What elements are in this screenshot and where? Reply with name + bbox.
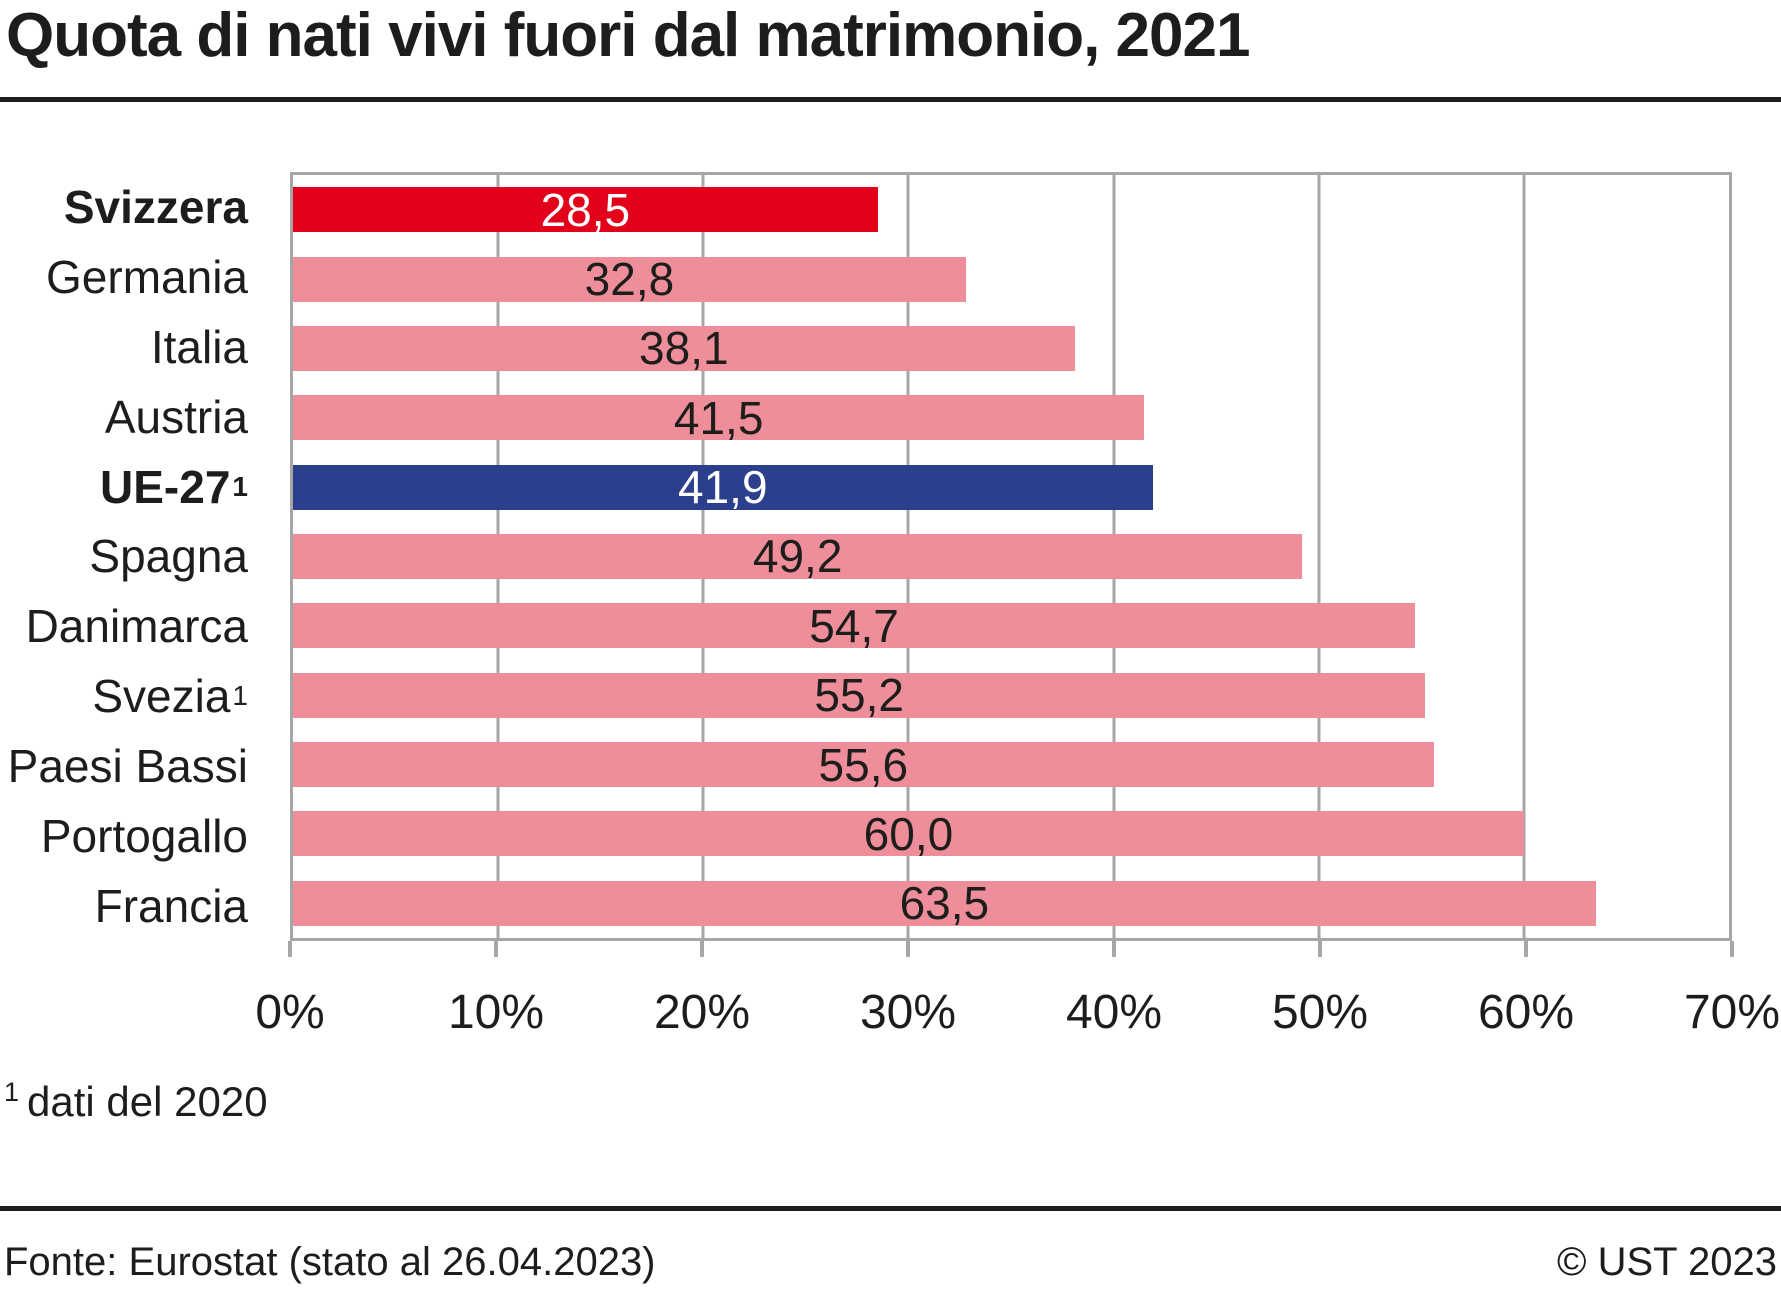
tick-label: 50% — [1271, 986, 1369, 1039]
bar-danimarca: 54,7 — [293, 600, 1416, 652]
bar-svizzera: 28,5 — [293, 184, 878, 236]
tick-mark — [1730, 941, 1734, 957]
bar-value-label: 38,1 — [639, 322, 729, 375]
footnote-text: dati del 2020 — [27, 1078, 268, 1125]
bar-austria: 41,5 — [293, 392, 1145, 444]
category-axis: Svizzera Germania Italia Austria UE-27 1 Spagn… — [0, 172, 248, 941]
category-label: Svezia 1 — [92, 670, 248, 723]
category-label: Germania — [46, 250, 248, 303]
title-divider — [0, 97, 1781, 102]
gridline — [1522, 175, 1526, 938]
bar-value-label: 41,5 — [673, 391, 764, 444]
tick-label: 40% — [1065, 986, 1163, 1039]
chart-title: Quota di nati vivi fuori dal matrimonio,… — [6, 1, 1250, 70]
bar-row: 38,1 — [293, 314, 1729, 383]
category-label: Portogallo — [40, 810, 248, 863]
bar-row: 60,0 — [293, 799, 1729, 868]
bar-row: 32,8 — [293, 244, 1729, 313]
category-label: Spagna — [89, 530, 248, 583]
bar-value-label: 28,5 — [540, 183, 631, 236]
bar-value-label: 54,7 — [809, 599, 899, 652]
bar-value-label: 55,6 — [818, 738, 909, 791]
bar-ue-27: 41,9 — [293, 461, 1153, 513]
category-label: Danimarca — [25, 600, 248, 653]
tick-mark — [1524, 941, 1528, 957]
bar-germania: 32,8 — [293, 253, 966, 305]
bar-value-label: 63,5 — [899, 877, 990, 930]
category-label: Paesi Bassi — [7, 740, 248, 793]
tick-label: 70% — [1683, 986, 1781, 1039]
tick-label: 30% — [859, 986, 957, 1039]
bar-portogallo: 60,0 — [293, 808, 1524, 860]
bar-italia: 38,1 — [293, 322, 1075, 374]
bar-row: 41,9 — [293, 452, 1729, 521]
category-label: Austria — [104, 390, 248, 443]
bar-value-label: 32,8 — [584, 253, 675, 306]
bar-svezia: 55,2 — [293, 669, 1426, 721]
tick-mark — [288, 941, 292, 957]
footnote-marker: 1 — [4, 1077, 20, 1107]
bar-row: 49,2 — [293, 522, 1729, 591]
category-label: Italia — [150, 320, 248, 373]
bar-paesi-bassi: 55,6 — [293, 739, 1434, 791]
footnote: 1 dati del 2020 — [4, 1078, 268, 1126]
category-label: UE-27 1 — [100, 460, 248, 513]
tick-label: 60% — [1477, 986, 1575, 1039]
x-axis: 0% 10% 20% 30% 40% 50% 60% 70% — [255, 941, 1780, 1051]
bar-row: 63,5 — [293, 869, 1729, 938]
tick-mark — [494, 941, 498, 957]
bar-francia: 63,5 — [293, 877, 1596, 929]
copyright-text: © UST 2023 — [1557, 1240, 1777, 1284]
plot-area: 28,5 32,8 38,1 41,5 41,9 49,2 54,7 55,2 55,6 60,0… — [290, 172, 1732, 941]
footer-divider — [0, 1206, 1781, 1211]
bar-value-label: 41,9 — [678, 461, 768, 514]
category-label: Svizzera — [63, 180, 248, 233]
bar-row: 55,6 — [293, 730, 1729, 799]
gridline — [1317, 175, 1321, 938]
bar-value-label: 60,0 — [863, 807, 954, 860]
tick-label: 0% — [255, 986, 325, 1039]
bar-value-label: 55,2 — [814, 669, 904, 722]
source-text: Fonte: Eurostat (stato al 26.04.2023) — [4, 1240, 656, 1284]
bar-rows: 28,5 32,8 38,1 41,5 41,9 49,2 54,7 55,2 55,6 60,0… — [293, 175, 1729, 938]
footer: Fonte: Eurostat (stato al 26.04.2023) © … — [4, 1240, 1777, 1285]
bar-row: 54,7 — [293, 591, 1729, 660]
bar-row: 28,5 — [293, 175, 1729, 244]
tick-mark — [1318, 941, 1322, 957]
tick-mark — [700, 941, 704, 957]
category-label: Francia — [94, 880, 248, 933]
bar-row: 41,5 — [293, 383, 1729, 452]
bar-row: 55,2 — [293, 661, 1729, 730]
bar-spagna: 49,2 — [293, 530, 1303, 582]
tick-mark — [1112, 941, 1116, 957]
tick-label: 20% — [653, 986, 751, 1039]
bar-value-label: 49,2 — [752, 530, 843, 583]
tick-label: 10% — [447, 986, 545, 1039]
tick-mark — [906, 941, 910, 957]
